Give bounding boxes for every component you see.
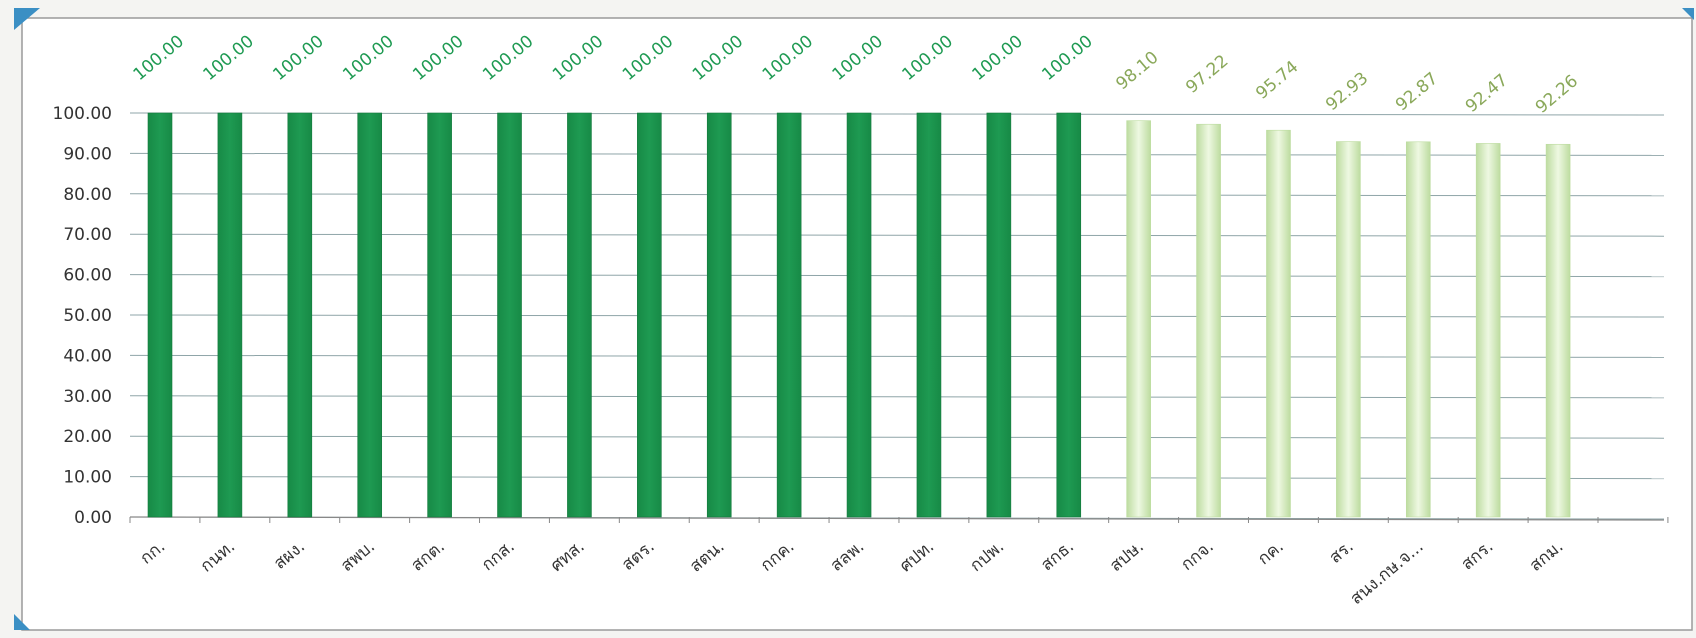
bar-กกส. (497, 112, 522, 518)
bar-กกค. (776, 112, 802, 518)
y-tick-label: 0.00 (74, 508, 112, 528)
bar-กกจ. (1196, 123, 1221, 518)
bar-ศทส. (567, 112, 592, 518)
bar-สปษ. (1126, 120, 1151, 518)
bar-สพบ. (357, 112, 383, 518)
corner-marker-top-left (14, 8, 40, 30)
bar-สนง.กษ.จ... (1405, 141, 1431, 518)
bar-สลพ. (846, 112, 872, 518)
y-tick-label: 100.00 (53, 104, 112, 124)
bar-สตร. (637, 112, 662, 518)
bar-สกธ. (1056, 112, 1082, 518)
bar-สร. (1336, 141, 1361, 518)
x-axis-line (129, 516, 1665, 521)
y-tick-label: 40.00 (63, 346, 112, 366)
bar-กก. (147, 112, 173, 518)
corner-marker-bottom-left (14, 614, 30, 630)
y-tick-label: 90.00 (63, 144, 112, 164)
y-tick-label: 60.00 (63, 266, 112, 286)
y-tick-label: 10.00 (63, 468, 112, 488)
y-axis-tick-labels: 0.00 10.00 20.00 30.00 40.00 50.00 60.00 70.00 8… (53, 104, 112, 528)
y-tick-label: 50.00 (63, 306, 112, 326)
y-tick-label: 80.00 (63, 185, 112, 205)
corner-marker-top-right (1682, 8, 1694, 20)
bar-กค. (1266, 129, 1291, 518)
bar-สผง. (287, 112, 313, 518)
bar-ศปท. (916, 112, 942, 518)
bar-สกม. (1545, 143, 1571, 518)
bar-สตน. (706, 112, 732, 518)
bar-สกต. (427, 112, 452, 518)
bars (147, 112, 1571, 518)
gridline (129, 112, 1665, 116)
y-tick-label: 30.00 (63, 387, 112, 407)
bar-กปพ. (986, 112, 1012, 518)
y-tick-label: 70.00 (63, 225, 112, 245)
bar-กนท. (217, 112, 243, 518)
y-tick-label: 20.00 (63, 427, 112, 447)
bar-สกร. (1475, 143, 1501, 518)
